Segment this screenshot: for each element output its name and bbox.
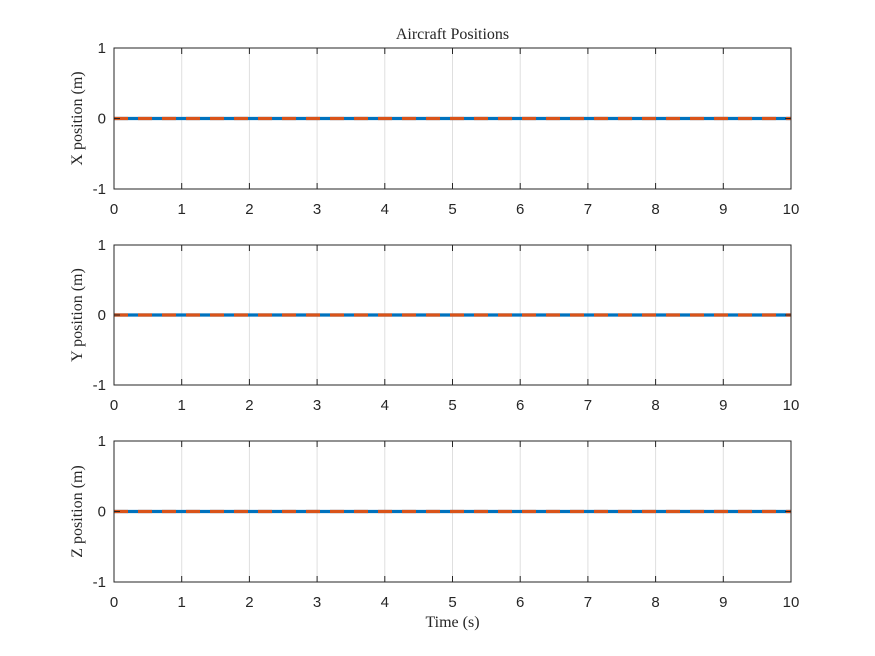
x-tick-label: 5 [448, 397, 456, 414]
x-tick-label: 6 [516, 201, 524, 218]
x-tick-label: 8 [651, 594, 659, 611]
x-tick-label: 1 [178, 397, 186, 414]
x-tick-label: 9 [719, 594, 727, 611]
y-tick-label: 1 [98, 40, 106, 57]
x-tick-label: 7 [584, 397, 592, 414]
x-tick-label: 5 [448, 201, 456, 218]
x-tick-label: 9 [719, 397, 727, 414]
y-tick-label: -1 [93, 377, 106, 394]
y-tick-label: 0 [98, 111, 106, 128]
x-tick-label: 4 [381, 594, 389, 611]
x-tick-label: 3 [313, 397, 321, 414]
x-tick-label: 3 [313, 594, 321, 611]
y-tick-label: -1 [93, 574, 106, 591]
x-tick-label: 10 [783, 397, 800, 414]
x-tick-label: 1 [178, 594, 186, 611]
x-tick-label: 1 [178, 201, 186, 218]
y-tick-label: 1 [98, 237, 106, 254]
y-tick-label: -1 [93, 181, 106, 198]
x-tick-label: 4 [381, 201, 389, 218]
x-tick-label: 4 [381, 397, 389, 414]
x-axis-label: Time (s) [425, 614, 479, 631]
x-tick-label: 8 [651, 397, 659, 414]
x-tick-label: 9 [719, 201, 727, 218]
x-tick-label: 10 [783, 201, 800, 218]
y-axis-label: Y position (m) [69, 268, 86, 362]
x-tick-label: 8 [651, 201, 659, 218]
x-tick-label: 3 [313, 201, 321, 218]
x-tick-label: 6 [516, 594, 524, 611]
x-tick-label: 2 [245, 397, 253, 414]
x-tick-label: 0 [110, 397, 118, 414]
x-tick-label: 7 [584, 594, 592, 611]
x-tick-label: 0 [110, 594, 118, 611]
x-tick-label: 10 [783, 594, 800, 611]
x-tick-label: 7 [584, 201, 592, 218]
x-tick-label: 2 [245, 594, 253, 611]
x-tick-label: 5 [448, 594, 456, 611]
x-tick-label: 0 [110, 201, 118, 218]
chart-title: Aircraft Positions [396, 26, 509, 43]
x-tick-label: 6 [516, 397, 524, 414]
y-axis-label: X position (m) [69, 71, 86, 165]
y-axis-label: Z position (m) [69, 465, 86, 557]
y-tick-label: 1 [98, 433, 106, 450]
y-tick-label: 0 [98, 504, 106, 521]
y-tick-label: 0 [98, 307, 106, 324]
x-tick-label: 2 [245, 201, 253, 218]
